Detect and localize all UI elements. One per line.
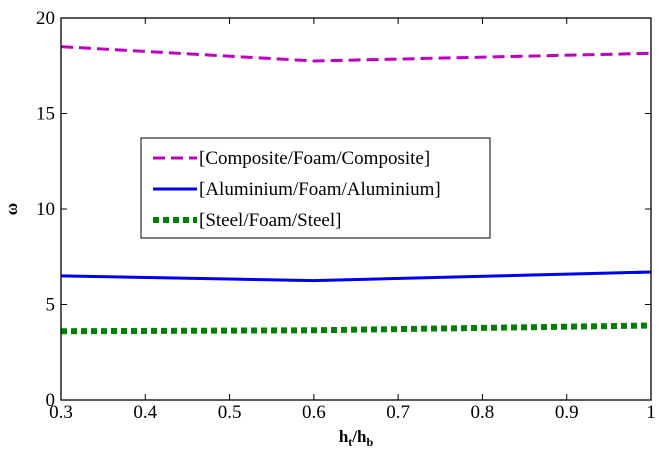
x-axis-title-base: h [339,427,349,446]
y-tick-label: 20 [36,8,55,29]
x-axis-title-sub1: t [348,435,352,449]
x-tick-label: 0.9 [555,402,579,423]
y-tick-label: 10 [36,199,55,220]
x-tick-label: 0.7 [386,402,410,423]
x-tick-label: 0.8 [471,402,495,423]
x-axis-title: ht/hb [339,427,374,449]
legend-label-0: [Composite/Foam/Composite] [199,148,430,169]
series-line-1 [60,270,652,283]
x-tick-label: 0.3 [49,402,73,423]
x-tick-label: 0.4 [133,402,157,423]
series-line-2 [60,322,652,335]
series-layer [60,45,652,335]
legend-items: [Composite/Foam/Composite] [Aluminium/Foa… [153,148,441,231]
x-tick-label: 1 [646,402,656,423]
y-tick-label: 5 [46,295,56,316]
legend-label-2: [Steel/Foam/Steel] [199,210,341,231]
x-tick-label: 0.6 [302,402,326,423]
y-tick-label: 0 [46,390,56,411]
legend-label-1: [Aluminium/Foam/Aluminium] [199,179,441,200]
x-tick-label: 0.5 [218,402,242,423]
plot-frame [60,17,652,401]
series-line-0 [60,45,652,63]
y-tick-label: 15 [36,104,55,125]
x-axis-title-slash: /h [351,427,367,446]
x-axis-title-sub2: b [366,435,373,449]
y-axis-title: ω [2,203,21,215]
legend-box [140,137,491,239]
legend: [Composite/Foam/Composite] [Aluminium/Foa… [140,137,491,239]
